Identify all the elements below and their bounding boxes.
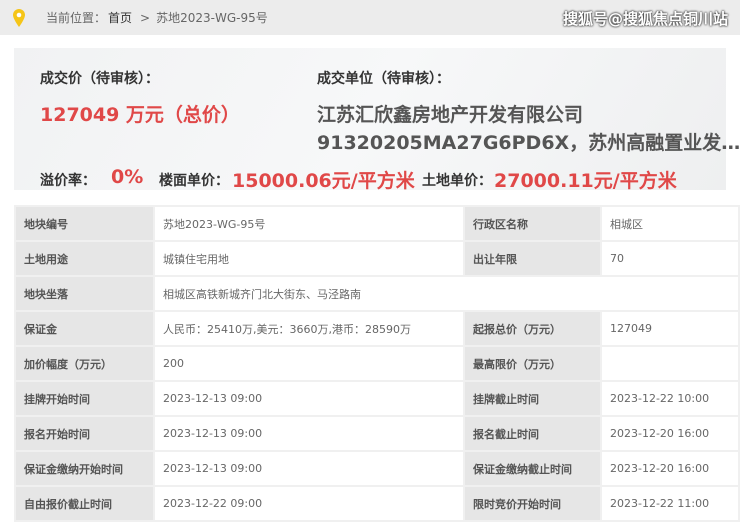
field-label: 起报总价（万元） (463, 310, 602, 347)
breadcrumb: 当前位置： 首页 > 苏地2023-WG-95号 搜狐号@搜狐焦点铜川站 (0, 0, 740, 35)
field-value: 2023-12-13 09:00 (153, 380, 465, 417)
breadcrumb-home-link[interactable]: 首页 (108, 11, 133, 25)
field-label: 挂牌开始时间 (14, 380, 155, 417)
table-row: 自由报价截止时间 2023-12-22 09:00 限时竞价开始时间 2023-12-… (14, 485, 740, 522)
table-row: 挂牌开始时间 2023-12-13 09:00 挂牌截止时间 2023-12-22 1… (14, 380, 740, 417)
field-value: 2023-12-20 16:00 (600, 450, 740, 487)
table-row: 地块编号 苏地2023-WG-95号 行政区名称 相城区 (14, 205, 740, 242)
breadcrumb-prefix: 当前位置： (46, 11, 107, 25)
buyer-label: 成交单位（待审核）： (317, 71, 450, 87)
field-value: 70 (600, 240, 740, 277)
field-label: 最高限价（万元） (463, 345, 602, 382)
field-label: 加价幅度（万元） (14, 345, 155, 382)
field-label: 保证金 (14, 310, 155, 347)
floor-price-value: 15000.06元/平方米 (232, 170, 415, 192)
watermark: 搜狐号@搜狐焦点铜川站 (562, 10, 728, 28)
field-value: 城镇住宅用地 (153, 240, 465, 277)
deal-summary-card: 成交价（待审核）： 127049 万元（总价） 成交单位（待审核）： 江苏汇欣鑫… (14, 48, 740, 192)
premium-value: 0% (111, 166, 144, 188)
land-price-label: 土地单价： (422, 173, 492, 189)
field-value: 2023-12-22 10:00 (600, 380, 740, 417)
table-row: 保证金缴纳开始时间 2023-12-13 09:00 保证金缴纳截止时间 2023-1… (14, 450, 740, 487)
field-label: 地块编号 (14, 205, 155, 242)
location-pin-icon (13, 8, 25, 27)
field-value: 2023-12-20 16:00 (600, 415, 740, 452)
field-label: 自由报价截止时间 (14, 485, 155, 522)
table-row: 土地用途 城镇住宅用地 出让年限 70 (14, 240, 740, 277)
field-label: 保证金缴纳开始时间 (14, 450, 155, 487)
field-label: 挂牌截止时间 (463, 380, 602, 417)
field-label: 限时竞价开始时间 (463, 485, 602, 522)
field-value: 2023-12-13 09:00 (153, 415, 465, 452)
land-info-table: 地块编号 苏地2023-WG-95号 行政区名称 相城区 土地用途 城镇住宅用地 出让年限 7… (14, 205, 740, 522)
field-value: 127049 (600, 310, 740, 347)
price-value: 127049 万元（总价） (40, 104, 240, 126)
table-row: 保证金 人民币：25410万,美元：3660万,港币：28590万 起报总价（万元）… (14, 310, 740, 347)
table-row: 报名开始时间 2023-12-13 09:00 报名截止时间 2023-12-20 1… (14, 415, 740, 452)
field-label: 土地用途 (14, 240, 155, 277)
breadcrumb-current: 苏地2023-WG-95号 (156, 11, 268, 25)
table-row: 地块坐落 相城区高铁新城齐门北大街东、马泾路南 (14, 275, 740, 312)
table-row: 加价幅度（万元） 200 最高限价（万元） (14, 345, 740, 382)
field-value (600, 345, 740, 382)
premium-label: 溢价率： (40, 173, 96, 189)
field-value: 苏地2023-WG-95号 (153, 205, 465, 242)
field-value: 2023-12-22 11:00 (600, 485, 740, 522)
field-value: 人民币：25410万,美元：3660万,港币：28590万 (153, 310, 465, 347)
field-label: 保证金缴纳截止时间 (463, 450, 602, 487)
field-value: 2023-12-13 09:00 (153, 450, 465, 487)
field-label: 报名开始时间 (14, 415, 155, 452)
breadcrumb-separator: > (140, 10, 151, 25)
field-value: 相城区 (600, 205, 740, 242)
floor-price-label: 楼面单价： (159, 173, 229, 189)
field-value: 相城区高铁新城齐门北大街东、马泾路南 (153, 275, 740, 312)
field-label: 行政区名称 (463, 205, 602, 242)
field-label: 出让年限 (463, 240, 602, 277)
field-label: 报名截止时间 (463, 415, 602, 452)
land-price-value: 27000.11元/平方米 (494, 170, 677, 192)
field-label: 地块坐落 (14, 275, 155, 312)
buyer-line1: 江苏汇欣鑫房地产开发有限公司 (317, 104, 584, 126)
buyer-line2: 91320205MA27G6PD6X，苏州高融置业发… (317, 132, 740, 154)
field-value: 2023-12-22 09:00 (153, 485, 465, 522)
field-value: 200 (153, 345, 465, 382)
price-label: 成交价（待审核）： (40, 71, 159, 87)
